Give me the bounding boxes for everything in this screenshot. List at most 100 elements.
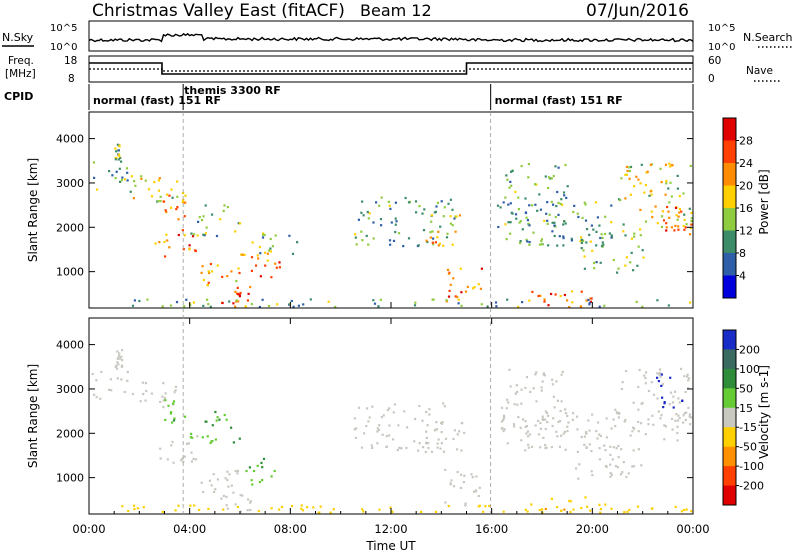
velocity-cell bbox=[253, 469, 256, 473]
power-cell bbox=[504, 196, 507, 199]
velocity-cell bbox=[676, 425, 679, 428]
power-cell bbox=[200, 271, 203, 274]
velocity-cell bbox=[225, 504, 228, 507]
velocity-cell bbox=[117, 357, 120, 360]
velocity-cell bbox=[541, 380, 544, 383]
x-tick-label: 00:00 bbox=[676, 522, 709, 536]
power-cell bbox=[585, 299, 588, 302]
power-cell bbox=[630, 251, 633, 254]
colorbar-swatch bbox=[723, 388, 736, 409]
x-tick-label: 04:00 bbox=[173, 522, 206, 536]
power-cell bbox=[154, 242, 157, 245]
velocity-cell bbox=[470, 473, 473, 476]
velocity-cell bbox=[660, 384, 663, 387]
power-cell bbox=[678, 195, 681, 198]
power-cell bbox=[645, 171, 648, 174]
velocity-cell bbox=[614, 425, 617, 428]
power-cell bbox=[510, 170, 513, 173]
colorbar-swatch bbox=[723, 253, 736, 276]
velocity-cell bbox=[503, 428, 506, 431]
velocity-cell bbox=[585, 446, 588, 449]
power-cell bbox=[509, 221, 512, 224]
velocity-cell bbox=[566, 414, 569, 418]
velocity-cell bbox=[477, 494, 480, 498]
power-cell bbox=[520, 165, 523, 168]
velocity-cell bbox=[657, 380, 660, 383]
velocity-cell bbox=[527, 435, 530, 438]
velocity-cell bbox=[519, 426, 522, 429]
power-cell bbox=[650, 210, 653, 213]
velocity-cell bbox=[376, 442, 379, 445]
power-cell bbox=[590, 224, 593, 227]
power-cell bbox=[591, 249, 594, 252]
power-cell bbox=[202, 278, 205, 282]
velocity-cell bbox=[632, 449, 635, 452]
velocity-cell bbox=[141, 381, 144, 384]
power-cell bbox=[454, 295, 457, 298]
power-cell bbox=[296, 241, 299, 244]
power-cell bbox=[641, 305, 644, 308]
colorbar-tick-label: -50 bbox=[739, 441, 757, 454]
power-cell bbox=[562, 244, 565, 247]
velocity-cell bbox=[353, 428, 356, 431]
power-cell bbox=[595, 261, 598, 264]
velocity-cell bbox=[418, 404, 421, 408]
power-cell bbox=[602, 243, 605, 246]
velocity-cell bbox=[539, 446, 542, 449]
power-cell bbox=[264, 264, 267, 267]
velocity-cell bbox=[131, 392, 134, 396]
velocity-cell bbox=[478, 486, 481, 489]
power-cell bbox=[158, 177, 161, 180]
velocity-cell bbox=[163, 396, 166, 399]
power-cell bbox=[448, 289, 451, 292]
power-cell bbox=[431, 241, 434, 244]
power-cell bbox=[184, 201, 187, 204]
power-cell bbox=[511, 212, 514, 215]
velocity-cell bbox=[115, 364, 118, 367]
velocity-cell bbox=[291, 504, 294, 508]
power-cell bbox=[464, 290, 467, 293]
power-cell bbox=[460, 304, 463, 307]
colorbar-swatch bbox=[723, 349, 736, 370]
velocity-cell bbox=[392, 438, 395, 441]
velocity-cell bbox=[482, 510, 485, 513]
colorbar-swatch bbox=[723, 163, 736, 186]
power-cell bbox=[557, 213, 560, 216]
power-cell bbox=[668, 162, 671, 165]
power-cell bbox=[568, 306, 571, 309]
velocity-cell bbox=[458, 430, 461, 433]
power-cell bbox=[584, 203, 587, 206]
velocity-cell bbox=[538, 508, 541, 512]
velocity-cell bbox=[632, 401, 635, 404]
y-tick-label: 4000 bbox=[56, 133, 84, 146]
velocity-cell bbox=[633, 427, 636, 430]
power-cell bbox=[205, 226, 208, 229]
velocity-cell bbox=[464, 504, 467, 507]
power-cell bbox=[633, 232, 636, 235]
velocity-cell bbox=[463, 431, 466, 434]
velocity-cell bbox=[206, 435, 209, 438]
power-cell bbox=[547, 304, 550, 307]
power-cell bbox=[407, 237, 411, 240]
velocity-cell bbox=[587, 419, 590, 422]
power-cell bbox=[207, 303, 210, 306]
velocity-cell bbox=[425, 436, 428, 439]
power-cell bbox=[650, 193, 653, 196]
nsearch-tick-bottom: 10^0 bbox=[708, 42, 735, 53]
power-cell bbox=[434, 241, 437, 244]
velocity-cell bbox=[406, 426, 409, 429]
velocity-cell bbox=[640, 422, 643, 425]
power-cell bbox=[559, 295, 562, 298]
power-cell bbox=[556, 244, 559, 247]
power-cell bbox=[682, 192, 685, 195]
velocity-cell bbox=[503, 416, 506, 419]
colorbar-tick-label: 15 bbox=[739, 402, 753, 415]
velocity-cell bbox=[540, 386, 543, 389]
power-cell bbox=[583, 255, 586, 258]
power-cell bbox=[562, 237, 565, 240]
velocity-cell bbox=[545, 411, 549, 415]
velocity-cell bbox=[215, 419, 218, 422]
power-cell bbox=[150, 195, 154, 198]
power-cell bbox=[239, 291, 242, 295]
power-cell bbox=[625, 173, 628, 176]
